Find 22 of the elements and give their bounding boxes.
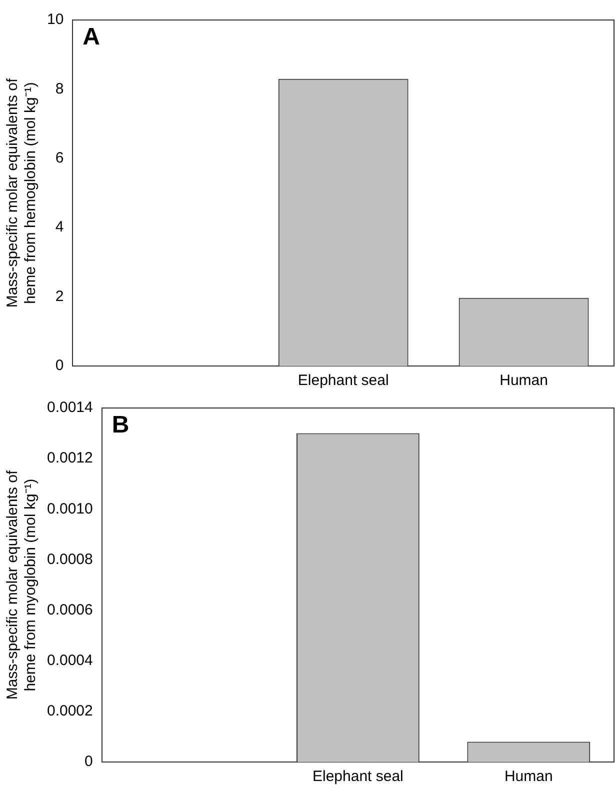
- y-tick-label: 0.0002: [46, 702, 93, 720]
- y-tick-label: 0.0014: [46, 399, 93, 416]
- x-tick-label: Human: [500, 372, 548, 390]
- y-tick-label: 0: [55, 357, 64, 374]
- y-tick-label: 10: [46, 11, 64, 28]
- y-tick-label: 2: [55, 288, 64, 305]
- y-tick-label: 6: [55, 150, 64, 167]
- y-tick-label: 0: [84, 753, 93, 770]
- x-tick-label: Elephant seal: [312, 768, 404, 786]
- y-tick-label: 0.0010: [46, 500, 93, 518]
- y-tick-label: 0.0012: [46, 450, 93, 467]
- y-tick-label: 0.0004: [46, 652, 93, 669]
- y-tick-label: 8: [55, 80, 64, 98]
- annotation: A: [82, 24, 100, 51]
- x-tick-label: Elephant seal: [298, 372, 389, 390]
- y-axis-title: Mass-specific molar equivalents of heme from hemoglobin (mol kg⁻¹): [4, 78, 40, 308]
- y-tick-label: 0.0008: [46, 550, 93, 568]
- y-tick-label: 4: [55, 218, 64, 236]
- annotation: B: [112, 412, 130, 439]
- y-axis-title: Mass-specific molar equivalents of heme from myoglobin (mol kg⁻¹): [4, 470, 40, 700]
- y-tick-label: 0.0006: [46, 601, 93, 618]
- x-tick-label: Human: [504, 768, 553, 786]
